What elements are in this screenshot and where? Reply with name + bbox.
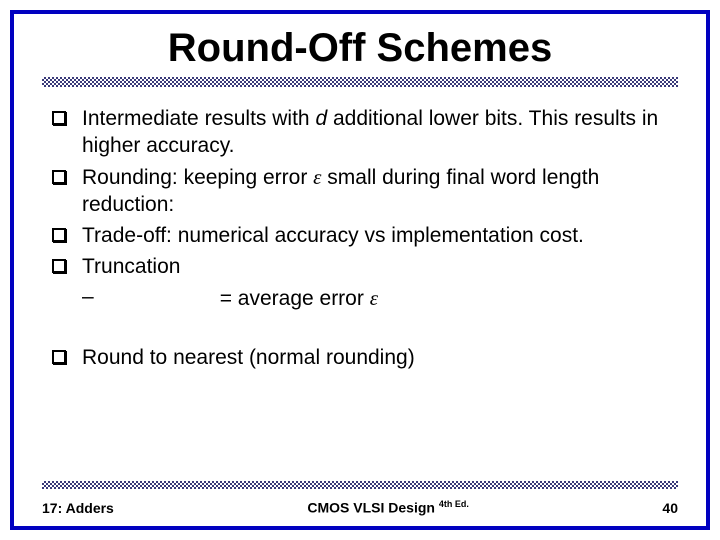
bullet-text: Intermediate results with d additional l… — [82, 105, 668, 160]
text-span: Rounding: keeping error — [82, 166, 313, 189]
bullet-text: = average error ε — [110, 285, 378, 312]
dash-marker: – — [82, 285, 94, 309]
bullet-text: Round to nearest (normal rounding) — [82, 344, 415, 371]
footer-edition: 4th Ed. — [439, 499, 469, 509]
bullet-2: Rounding: keeping error ε small during f… — [52, 164, 668, 219]
bullet-marker — [52, 111, 66, 125]
italic-d: d — [315, 107, 327, 130]
bullet-5: Round to nearest (normal rounding) — [52, 344, 668, 371]
footer-center-main: CMOS VLSI Design — [307, 500, 438, 516]
footer-center: CMOS VLSI Design 4th Ed. — [307, 499, 468, 516]
bullet-text: Truncation — [82, 253, 180, 280]
text-span: = average error — [220, 287, 370, 310]
slide-frame: Round-Off Schemes Intermediate results w… — [10, 10, 710, 530]
epsilon: ε — [370, 286, 378, 310]
footer-page-number: 40 — [662, 500, 678, 516]
bullet-3: Trade-off: numerical accuracy vs impleme… — [52, 222, 668, 249]
bullet-marker — [52, 350, 66, 364]
slide-title: Round-Off Schemes — [14, 14, 706, 77]
bullet-text: Trade-off: numerical accuracy vs impleme… — [82, 222, 584, 249]
bullet-1: Intermediate results with d additional l… — [52, 105, 668, 160]
bullet-marker — [52, 228, 66, 242]
title-separator — [42, 77, 678, 87]
footer-separator — [42, 481, 678, 489]
text-span: Intermediate results with — [82, 107, 315, 130]
footer: 17: Adders CMOS VLSI Design 4th Ed. 40 — [14, 489, 706, 526]
bullet-4: Truncation — [52, 253, 668, 280]
bullet-marker — [52, 170, 66, 184]
footer-left: 17: Adders — [42, 500, 114, 516]
sub-bullet-1: – = average error ε — [82, 285, 668, 312]
bullet-marker — [52, 259, 66, 273]
spacing-gap — [52, 316, 668, 344]
content-area: Intermediate results with d additional l… — [14, 87, 706, 481]
bullet-text: Rounding: keeping error ε small during f… — [82, 164, 668, 219]
